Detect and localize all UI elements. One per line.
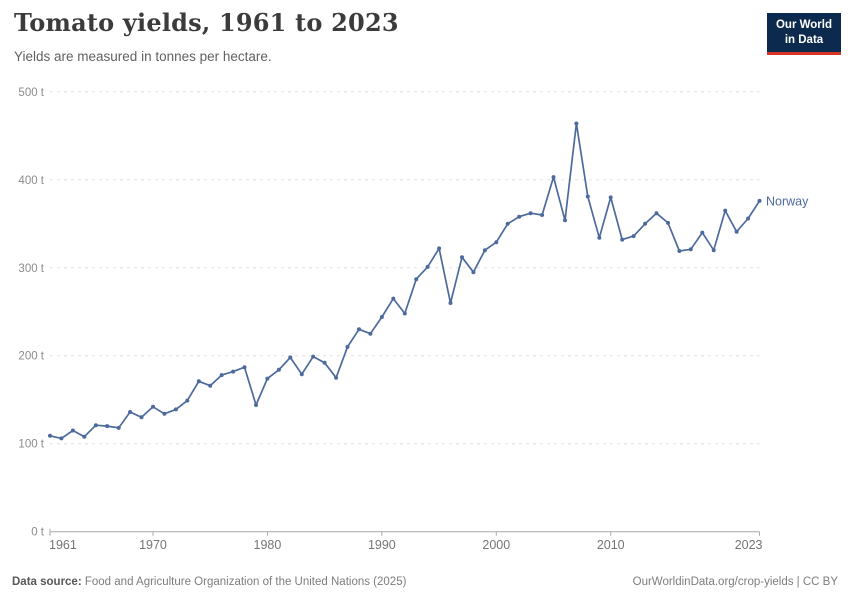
data-point: [734, 229, 739, 234]
data-point: [620, 237, 625, 242]
x-axis-label: 1990: [368, 538, 396, 552]
y-axis-label: 300 t: [18, 263, 44, 275]
owid-logo-line2: in Data: [784, 33, 824, 46]
data-point: [448, 301, 453, 305]
x-axis-label: 2010: [597, 538, 625, 552]
data-point: [402, 311, 407, 316]
data-point: [70, 428, 75, 433]
data-point: [276, 367, 281, 372]
y-axis-label: 0 t: [31, 527, 45, 539]
data-source-label: Data source:: [12, 576, 82, 588]
data-point: [265, 376, 270, 381]
data-point: [437, 246, 442, 251]
series-end-label: Norway: [766, 194, 809, 208]
data-point: [254, 403, 258, 407]
data-point: [151, 404, 155, 409]
data-point: [345, 344, 350, 349]
y-axis-label: 100 t: [18, 439, 44, 451]
data-point: [105, 424, 110, 429]
data-point: [288, 355, 293, 360]
data-point: [551, 175, 556, 180]
data-point: [757, 198, 762, 203]
x-axis-label: 2000: [482, 538, 510, 552]
x-axis-label: 1980: [254, 538, 282, 552]
y-axis-label: 200 t: [18, 351, 44, 363]
data-point: [59, 436, 64, 441]
data-point: [597, 235, 602, 240]
data-point: [482, 248, 487, 253]
x-axis-label: 1970: [139, 538, 167, 552]
data-point: [357, 327, 361, 332]
series-line-norway[interactable]: [49, 122, 761, 440]
data-point: [162, 411, 167, 416]
data-point: [528, 211, 533, 216]
data-point: [505, 221, 510, 226]
data-point: [460, 255, 464, 260]
data-point: [631, 234, 636, 239]
owid-logo[interactable]: Our World in Data: [767, 13, 841, 55]
data-point: [723, 208, 728, 213]
data-point: [471, 270, 476, 275]
x-axis-label: 2023: [735, 538, 763, 552]
data-source-text: Food and Agriculture Organization of the…: [81, 576, 407, 588]
data-point: [93, 423, 98, 428]
data-point: [311, 354, 316, 359]
data-point: [654, 211, 659, 216]
data-point: [242, 365, 247, 370]
data-point: [574, 121, 579, 126]
chart-title: Tomato yields, 1961 to 2023: [14, 8, 399, 37]
data-point: [139, 415, 144, 420]
data-point: [334, 375, 339, 380]
data-point: [219, 373, 224, 378]
data-point: [494, 240, 499, 245]
y-axis-label: 500 t: [18, 87, 44, 99]
data-point: [540, 213, 545, 217]
data-point: [173, 407, 178, 412]
data-point: [608, 195, 613, 200]
data-point: [425, 264, 430, 269]
data-point: [391, 296, 396, 301]
data-point: [128, 410, 133, 414]
data-point: [208, 383, 213, 388]
data-point: [368, 331, 373, 336]
data-point: [517, 214, 522, 219]
data-point: [700, 230, 705, 235]
data-point: [677, 249, 682, 253]
data-point: [82, 434, 87, 439]
data-point: [48, 433, 52, 438]
data-point: [711, 248, 716, 253]
data-point: [688, 247, 693, 252]
x-axis-label: 1961: [49, 538, 77, 552]
data-point: [196, 379, 201, 384]
chart-footer: Data source: Food and Agriculture Organi…: [12, 576, 838, 588]
data-point: [231, 369, 236, 374]
y-axis-label: 400 t: [18, 175, 44, 187]
data-point: [666, 220, 670, 225]
credit-link[interactable]: OurWorldinData.org/crop-yields | CC BY: [632, 576, 838, 588]
data-point: [746, 216, 751, 221]
chart-subtitle: Yields are measured in tonnes per hectar…: [14, 49, 272, 64]
data-point: [185, 398, 190, 403]
data-point: [299, 372, 304, 377]
data-point: [379, 315, 384, 319]
data-point: [414, 277, 419, 282]
data-point: [643, 221, 648, 226]
data-point: [322, 360, 327, 365]
data-point: [563, 218, 567, 223]
owid-logo-line1: Our World: [775, 19, 832, 31]
data-point: [116, 425, 121, 430]
data-source: Data source: Food and Agriculture Organi…: [12, 576, 406, 588]
data-point: [585, 194, 590, 199]
